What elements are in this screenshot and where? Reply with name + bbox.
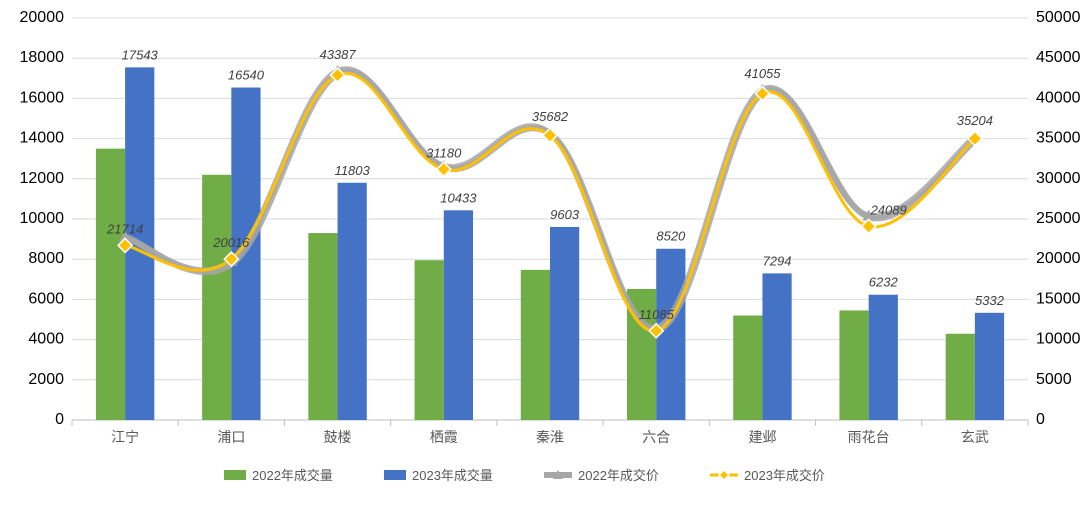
y2-tick-label: 50000	[1036, 9, 1080, 26]
value-label: 21714	[106, 221, 143, 236]
category-label: 六合	[642, 429, 670, 445]
y1-tick-label: 8000	[28, 250, 64, 267]
value-label: 17543	[122, 47, 159, 62]
category-label: 栖霞	[430, 429, 458, 445]
value-label: 41055	[744, 66, 781, 81]
value-label: 35204	[957, 113, 993, 128]
bar-2022-volume	[521, 270, 550, 420]
y2-tick-label: 45000	[1036, 49, 1080, 66]
bar-2023-volume	[444, 210, 473, 420]
legend-item: 2023年成交量	[384, 468, 493, 483]
legend-item: 2022年成交价	[544, 468, 659, 483]
legend-item: 2022年成交量	[224, 468, 333, 483]
y1-tick-label: 2000	[28, 371, 64, 388]
legend-label: 2023年成交价	[744, 468, 825, 483]
value-label: 6232	[869, 275, 899, 290]
bar-2022-volume	[946, 334, 975, 420]
y1-tick-label: 20000	[20, 9, 65, 26]
category-label: 雨花台	[848, 429, 890, 445]
category-label: 鼓楼	[324, 429, 352, 445]
y2-tick-label: 25000	[1036, 210, 1080, 227]
value-label: 20016	[212, 235, 250, 250]
y1-tick-label: 12000	[20, 170, 65, 187]
bar-2023-volume	[338, 183, 367, 420]
bar-2022-volume	[202, 175, 231, 420]
combo-chart: 0 2000 4000 6000 8000 10000 12000 14000 16000 180…	[0, 0, 1080, 511]
legend-swatch	[384, 470, 406, 480]
value-label: 35682	[532, 109, 569, 124]
bar-2022-volume	[415, 260, 444, 420]
category-label: 秦淮	[536, 429, 564, 445]
y2-tick-label: 5000	[1036, 371, 1072, 388]
y2-tick-label: 15000	[1036, 290, 1080, 307]
y1-tick-label: 18000	[20, 49, 65, 66]
bar-2023-volume	[869, 295, 898, 420]
y2-tick-label: 0	[1036, 411, 1045, 428]
category-label: 玄武	[961, 429, 989, 445]
category-label: 江宁	[111, 429, 139, 445]
chart-container: 0 2000 4000 6000 8000 10000 12000 14000 16000 180…	[0, 0, 1080, 511]
y2-tick-label: 35000	[1036, 130, 1080, 147]
legend-label: 2023年成交量	[412, 468, 493, 483]
category-label: 建邺	[748, 429, 776, 445]
value-label: 43387	[319, 47, 356, 62]
bar-2022-volume	[733, 315, 762, 420]
legend-marker	[719, 470, 729, 480]
y2-tick-label: 10000	[1036, 331, 1080, 348]
legend-label: 2022年成交价	[578, 468, 659, 483]
value-label: 11803	[335, 163, 371, 178]
y2-tick-label: 30000	[1036, 170, 1080, 187]
bar-2022-volume	[308, 233, 337, 420]
legend-label: 2022年成交量	[252, 468, 333, 483]
bar-2022-volume	[96, 149, 125, 420]
y1-tick-label: 14000	[20, 130, 65, 147]
value-label: 16540	[228, 68, 265, 83]
value-label: 24089	[870, 202, 907, 217]
category-label: 浦口	[217, 429, 245, 445]
bar-2023-volume	[762, 273, 791, 420]
y1-tick-label: 10000	[20, 210, 65, 227]
bar-2022-volume	[839, 310, 868, 420]
bar-2023-volume	[550, 227, 579, 420]
value-label: 31180	[426, 145, 462, 160]
y1-tick-label: 0	[55, 411, 64, 428]
y1-tick-label: 16000	[20, 89, 65, 106]
y1-tick-label: 4000	[28, 331, 64, 348]
legend-item: 2023年成交价	[710, 468, 825, 483]
legend-swatch	[224, 470, 246, 480]
y2-tick-label: 40000	[1036, 89, 1080, 106]
y1-tick-label: 6000	[28, 290, 64, 307]
value-label: 7294	[763, 253, 792, 268]
bar-2023-volume	[975, 313, 1004, 420]
value-label: 8520	[656, 229, 686, 244]
y2-tick-label: 20000	[1036, 250, 1080, 267]
value-label: 11085	[639, 307, 675, 322]
marker-2023-price	[862, 219, 876, 233]
value-label: 9603	[550, 207, 580, 222]
value-label: 10433	[440, 190, 477, 205]
value-label: 5332	[975, 293, 1005, 308]
